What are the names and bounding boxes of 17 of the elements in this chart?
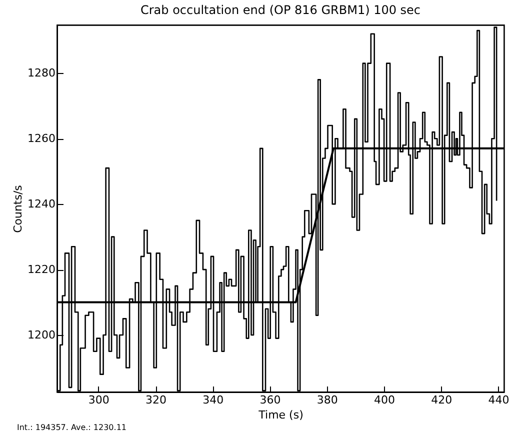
x-tick-label: 440 — [488, 394, 510, 406]
x-tick-label: 400 — [374, 394, 396, 406]
x-tick-label: 360 — [260, 394, 281, 406]
x-axis-title: Time (s) — [258, 408, 304, 422]
x-tick-label: 340 — [202, 394, 224, 406]
y-tick-label: 1280 — [28, 66, 56, 80]
text: Int.: 194357. Ave.: 1230.11 — [17, 423, 126, 432]
x-tick-label: 300 — [88, 394, 110, 406]
y-tick-label: 1260 — [28, 132, 56, 146]
x-tick-label: 420 — [431, 394, 452, 406]
y-axis-title: Counts/s — [12, 184, 25, 233]
y-tick-label: 1220 — [28, 263, 56, 276]
chart-title: Crab occultation end (OP 816 GRBM1) 100 sec — [140, 3, 421, 17]
y-tick-label: 1200 — [28, 328, 56, 342]
x-tick-label: 320 — [146, 394, 167, 406]
y-tick-label: 1240 — [28, 198, 56, 211]
x-tick-label: 380 — [316, 394, 338, 406]
